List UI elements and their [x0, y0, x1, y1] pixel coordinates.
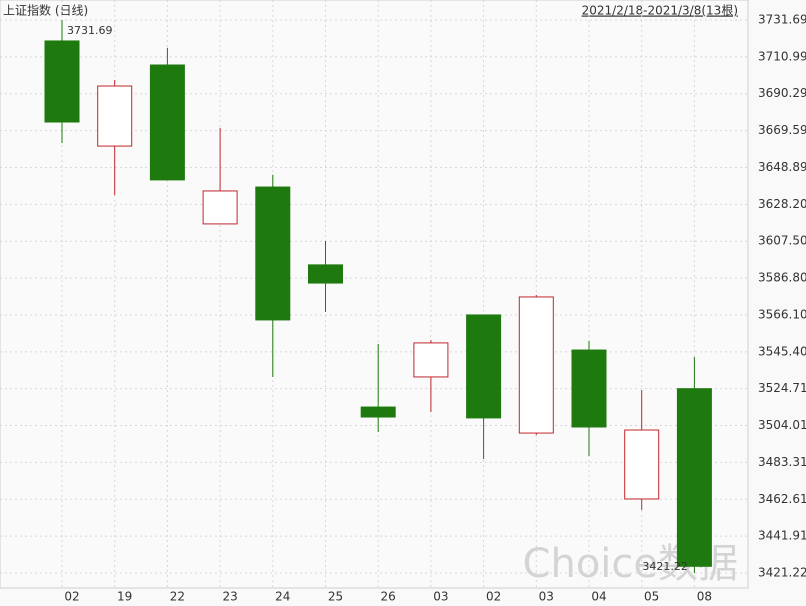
y-tick-label: 3628.20 [758, 197, 806, 211]
y-tick-label: 3462.61 [758, 492, 806, 506]
candle-body [360, 406, 396, 418]
candle-body [308, 264, 343, 284]
candle-body [571, 349, 607, 428]
chart-title: 上证指数 (日线) [3, 3, 88, 18]
x-tick-label: 22 [170, 590, 185, 604]
candle-body [518, 296, 554, 434]
y-tick-label: 3441.91 [758, 529, 806, 543]
x-tick-label: 05 [644, 590, 659, 604]
candle-body [44, 40, 80, 123]
x-tick-label: 19 [117, 590, 132, 604]
x-tick-label: 04 [591, 590, 606, 604]
y-tick-label: 3483.31 [758, 455, 806, 469]
y-tick-label: 3545.40 [758, 344, 806, 358]
max-label: 3731.69 [67, 24, 113, 37]
candle-body [676, 388, 712, 567]
y-tick-label: 3648.89 [758, 160, 806, 174]
candle-body [149, 64, 185, 181]
candle-body [624, 429, 660, 500]
x-tick-label: 02 [486, 590, 501, 604]
candle-body [413, 342, 449, 378]
candle-body [202, 190, 238, 225]
y-tick-label: 3566.10 [758, 307, 806, 321]
x-tick-label: 03 [433, 590, 448, 604]
x-tick-label: 24 [275, 590, 290, 604]
min-label: 3421.22 [642, 560, 688, 573]
y-tick-label: 3586.80 [758, 271, 806, 285]
y-tick-label: 3690.29 [758, 86, 806, 100]
x-tick-label: 23 [222, 590, 237, 604]
candle-body [255, 186, 291, 321]
x-tick-label: 26 [381, 590, 396, 604]
y-tick-label: 3524.71 [758, 381, 806, 395]
candle-body [97, 85, 133, 147]
y-tick-label: 3421.22 [758, 566, 806, 580]
date-range: 2021/2/18-2021/3/8(13根) [582, 4, 738, 18]
y-tick-label: 3607.50 [758, 234, 806, 248]
y-tick-label: 3731.69 [758, 12, 806, 26]
x-tick-label: 03 [539, 590, 554, 604]
y-tick-label: 3710.99 [758, 49, 806, 63]
y-tick-label: 3669.59 [758, 123, 806, 137]
x-tick-label: 08 [697, 590, 712, 604]
x-tick-label: 25 [328, 590, 343, 604]
x-tick-label: 02 [64, 590, 79, 604]
candle-body [466, 314, 502, 419]
y-tick-label: 3504.01 [758, 418, 806, 432]
